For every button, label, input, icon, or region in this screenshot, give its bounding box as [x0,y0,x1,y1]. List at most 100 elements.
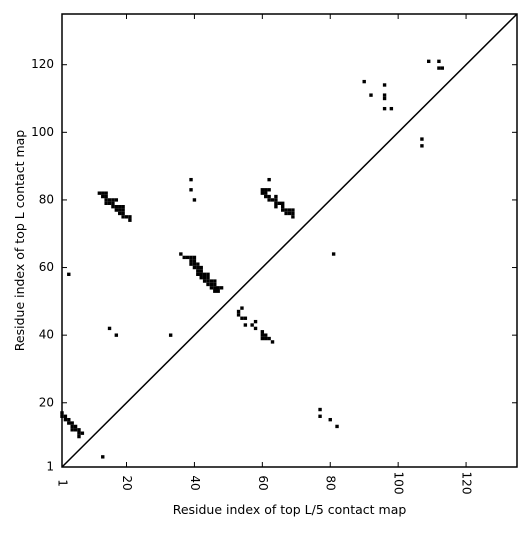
contact-point [77,431,81,435]
contact-point [274,201,278,205]
contact-point [331,252,336,256]
contact-point [437,59,441,64]
contact-point [243,323,248,327]
contact-point [114,208,119,212]
diagonal-line [61,13,518,468]
contact-point [104,191,108,195]
contact-point [253,326,258,331]
contact-point [267,336,271,341]
contact-point [243,316,248,320]
contact-point [260,330,265,334]
contact-point [209,286,214,290]
contact-point [114,333,119,337]
contact-point [284,208,288,212]
x-tick-label: 1 [56,479,70,487]
contact-point [196,269,200,273]
x-tick-label: 60 [256,475,270,490]
contact-point [121,211,125,216]
contact-point [77,428,81,432]
contact-point [192,265,197,270]
contact-point [213,286,217,290]
contact-point [114,198,119,202]
contact-point [213,282,217,287]
contact-point [328,417,332,422]
contact-point [189,259,193,263]
contact-point [185,255,190,260]
contact-point [111,205,115,209]
contact-point [267,177,271,182]
contact-point [118,208,122,212]
contact-point [202,272,207,276]
y-tick-label: 80 [39,192,54,206]
plot-frame [61,13,518,468]
contact-point [382,83,387,87]
x-tick-label: 120 [460,472,474,495]
contact-point [291,211,295,216]
contact-point [382,106,387,111]
contact-point [264,188,268,192]
contact-point [420,144,424,148]
y-tick-label: 60 [39,260,54,274]
contact-point [362,79,366,84]
contact-point [70,428,74,432]
contact-point [121,208,125,212]
contact-point [124,215,129,219]
contact-point [73,428,78,432]
contact-point [121,205,125,209]
contact-point [240,306,244,310]
contact-point [118,205,122,209]
contact-point [114,205,119,209]
contact-point [274,198,278,202]
contact-point [189,262,193,266]
contact-point [209,282,214,287]
y-tick-label: 1 [46,460,54,474]
contact-point [196,265,200,270]
contact-point [216,286,220,290]
contact-point [427,59,431,64]
contact-point [264,194,268,199]
contact-point [284,211,288,216]
contact-point [219,286,224,290]
contact-point [260,336,265,341]
contact-point [389,106,394,111]
contact-point [260,188,265,192]
x-axis-label: Residue index of top L/5 contact map [173,502,407,517]
y-tick-label: 20 [39,395,54,409]
contact-point [107,326,112,331]
contact-point [97,191,102,195]
contact-point [267,194,271,199]
contact-point [199,265,203,270]
contact-point [118,211,122,216]
contact-point [182,255,186,260]
contact-point [264,336,268,341]
contact-point [209,279,214,283]
contact-point [260,333,265,337]
contact-point [189,188,193,192]
contact-point [264,333,268,337]
y-tick-label: 100 [31,125,54,139]
contact-point [270,198,275,202]
contact-point [216,289,220,293]
contact-point [267,188,271,192]
contact-point [168,333,173,337]
contact-point [80,431,85,435]
contact-point [335,424,339,429]
x-ticks: 1 20 40 60 80 100 120 [56,14,474,494]
contact-point [369,93,373,97]
contact-point [253,319,258,324]
contact-point [101,191,105,195]
contact-point [206,282,210,287]
contact-point [206,272,210,276]
x-tick-label: 20 [120,475,134,490]
contact-point [179,252,183,256]
contact-point [281,205,285,209]
contact-point [267,198,271,202]
contact-point [274,194,278,199]
contact-point [196,262,200,266]
contact-point [437,66,441,70]
contact-point [67,421,71,425]
contact-point [111,198,115,202]
